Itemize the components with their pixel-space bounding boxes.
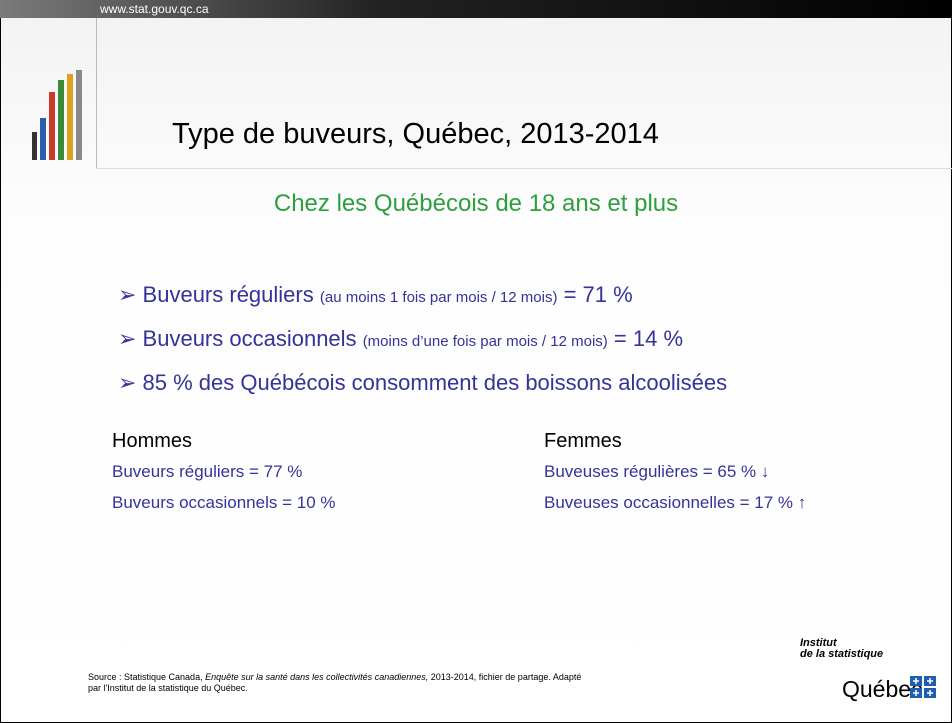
bullet: ➢ 85 % des Québécois consomment des bois… <box>118 370 728 395</box>
source: Source : Statistique Canada, Enquête sur… <box>88 672 581 694</box>
source-text: 2013-2014, fichier de partage. Adapté <box>430 672 582 682</box>
bullet: ➢ Buveurs réguliers (au moins 1 fois par… <box>118 282 633 307</box>
bullet-main: Buveurs occasionnels <box>142 326 357 351</box>
logo: Institut de la statistique <box>800 638 883 660</box>
url: www.stat.gouv.qc.ca <box>100 2 209 16</box>
top-bar <box>0 0 952 18</box>
bullet-main: 85 % des Québécois consomment des boisso… <box>142 370 728 395</box>
logo-text: Institut <box>800 637 837 649</box>
logo-text: de la statistique <box>800 648 884 660</box>
column-heading: Femmes <box>544 430 622 452</box>
stat-line: Buveurs occasionnels = 10 % <box>112 493 336 512</box>
stat-line: Buveurs réguliers = 77 % <box>112 462 303 481</box>
column-heading: Hommes <box>112 430 193 452</box>
subtitle: Chez les Québécois de 18 ans et plus <box>273 190 679 217</box>
divider <box>96 168 952 169</box>
source-title: Enquête sur la santé dans les collectivi… <box>205 672 429 682</box>
bullet: ➢ Buveurs occasionnels (moins d’une fois… <box>118 326 684 351</box>
stat-line: Buveuses régulières = 65 % ↓ <box>544 462 770 481</box>
logo-flag <box>910 676 936 698</box>
bullet-result: = 71 % <box>563 282 633 307</box>
source-text: Source : Statistique Canada, <box>88 672 203 682</box>
divider <box>96 18 97 168</box>
bullet-note: (moins d’une fois par mois / 12 mois) <box>362 333 608 350</box>
bullet-result: = 14 % <box>613 326 684 351</box>
bullet-main: Buveurs réguliers <box>142 282 314 307</box>
bar-icon <box>32 70 82 160</box>
logo-text: Québec <box>842 676 923 702</box>
bullet-note: (au moins 1 fois par mois / 12 mois) <box>319 289 558 306</box>
source-text: par l'Institut de la statistique du Québ… <box>88 683 248 693</box>
stat-line: Buveuses occasionnelles = 17 % ↑ <box>544 493 807 512</box>
title: Type de buveurs, Québec, 2013-2014 <box>172 118 659 150</box>
